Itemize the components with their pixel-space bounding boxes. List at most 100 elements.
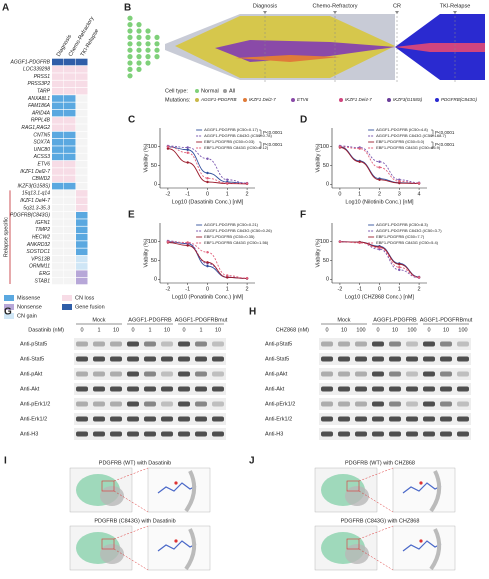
pocket-box — [101, 538, 115, 550]
dose-label: 100 — [458, 327, 467, 333]
heatmap-cell — [76, 73, 88, 80]
blot-band — [212, 341, 224, 347]
heatmap-cell — [76, 226, 88, 234]
blot-band — [406, 371, 418, 377]
data-point — [338, 145, 342, 148]
antibody-label: Anti-pAkt — [265, 371, 288, 377]
legend-label: AGGF1-PDGFRB C843G (IC50=0.78) — [204, 133, 272, 138]
x-tick-label: -1 — [357, 286, 362, 292]
y-axis-label: Viability (%) — [143, 238, 149, 267]
data-point — [358, 241, 361, 245]
y-tick-label: 0 — [326, 182, 329, 188]
x-tick-label: 0 — [206, 286, 209, 292]
blot-band — [406, 341, 418, 347]
legend-label: ETV6 — [297, 97, 309, 102]
gene-label: FAM186A — [28, 103, 51, 109]
panel-label: J — [249, 456, 255, 467]
blot-band — [195, 341, 207, 347]
blot-band — [161, 386, 173, 392]
blot-band — [321, 401, 333, 407]
dose-curve — [339, 145, 420, 184]
legend-label: AGGF1-PDGFRB (IC50=8.3) — [376, 222, 428, 227]
blot-band — [389, 371, 401, 377]
heatmap-cell — [52, 80, 64, 88]
blot-band — [338, 371, 350, 377]
legend-dot — [195, 89, 199, 93]
heatmap-cell — [64, 66, 76, 73]
data-point — [245, 182, 249, 185]
legend-swatch — [4, 313, 14, 319]
x-tick-label: 1 — [358, 191, 361, 197]
data-point — [398, 181, 401, 185]
blot-band — [321, 371, 333, 377]
data-point — [398, 266, 401, 269]
blot-band — [389, 386, 401, 392]
heatmap-cell — [64, 146, 76, 153]
heatmap-cell — [76, 277, 88, 285]
antibody-label: Anti-Erk1/2 — [265, 416, 292, 422]
panel-label: B — [124, 3, 131, 14]
legend-label: Normal — [201, 88, 219, 94]
heatmap-cell — [76, 212, 88, 219]
x-tick-label: 4 — [418, 191, 421, 197]
heatmap-cell — [76, 197, 88, 204]
blot-band — [406, 416, 418, 422]
heatmap-cell — [52, 117, 64, 124]
legend-label: AGGF1-PDGFRB C843G (IC50=3.7) — [376, 228, 442, 233]
cell-dot — [154, 54, 160, 60]
heatmap-cell — [64, 248, 76, 256]
cell-dot — [145, 34, 151, 41]
heatmap-cell — [76, 168, 88, 175]
heatmap-cell — [76, 204, 88, 212]
dose-curve — [167, 242, 248, 279]
blot-band — [372, 431, 384, 437]
y-tick-label: 100 — [320, 239, 329, 245]
blot-band — [321, 416, 333, 422]
blot-band — [423, 371, 435, 377]
legend-label: CN loss — [75, 295, 95, 301]
panel-label: H — [249, 307, 256, 318]
heatmap-cell — [76, 124, 88, 131]
heatmap-cell — [76, 153, 88, 161]
blot-band — [372, 401, 384, 407]
gene-label: SOSTDC1 — [26, 249, 50, 255]
cell-dot — [127, 15, 133, 21]
cell-dot — [136, 47, 142, 53]
heatmap-cell — [52, 197, 64, 204]
gene-label: STAB1 — [35, 278, 51, 284]
data-point — [417, 276, 421, 279]
blot-band — [355, 401, 367, 407]
dose-label: 100 — [407, 327, 416, 333]
heatmap-cell — [64, 80, 76, 88]
drug-label: CHZ868 (nM) — [276, 327, 309, 333]
blot-band — [372, 386, 384, 392]
heatmap-cell — [76, 190, 88, 197]
y-tick-label: 100 — [320, 144, 329, 150]
heatmap-cell — [64, 197, 76, 204]
heatmap-cell — [76, 175, 88, 183]
group-label: AGGF1-PDGFRB — [373, 317, 417, 323]
blot-band — [212, 416, 224, 422]
data-point — [186, 151, 189, 154]
blot-band — [440, 386, 452, 392]
blot-band — [127, 416, 139, 422]
ligand — [157, 482, 197, 494]
dose-label: 10 — [164, 327, 170, 333]
data-point — [358, 147, 361, 150]
blot-band — [195, 431, 207, 437]
legend-label: EBF1-PDGFRB C843G (IC50=1.56) — [204, 240, 269, 245]
protein-fold — [100, 486, 124, 506]
data-point — [206, 180, 209, 184]
dose-label: 10 — [113, 327, 119, 333]
fish-clone — [395, 43, 485, 52]
panel-label: I — [4, 456, 7, 467]
gene-label: ANKRD32 — [26, 242, 50, 248]
cell-dot — [127, 60, 133, 66]
cell-dot — [145, 28, 151, 34]
heatmap-cell — [64, 175, 76, 183]
pocket-box — [346, 480, 360, 492]
blot-band — [110, 386, 122, 392]
dose-curve — [339, 240, 420, 279]
legend-label: Gene fusion — [75, 304, 105, 310]
fish-plot — [165, 12, 485, 82]
